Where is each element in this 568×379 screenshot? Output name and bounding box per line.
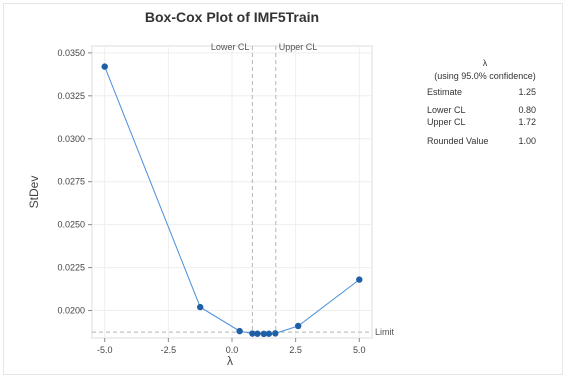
data-point — [101, 63, 108, 70]
data-point — [236, 327, 243, 335]
y-tick-label: 0.0275 — [57, 177, 85, 187]
data-point — [265, 330, 273, 337]
grid-lines — [92, 46, 372, 338]
data-point — [294, 322, 302, 330]
lambda-legend: λ (using 95.0% confidence) Estimate 1.25… — [427, 58, 536, 146]
upper-cl-label: Upper CL — [279, 42, 318, 52]
reference-lines — [92, 46, 372, 338]
lower-cl-label: Lower CL — [211, 42, 250, 52]
data-point — [260, 330, 268, 338]
legend-row-value: 1.25 — [518, 87, 536, 97]
legend-row-label: Upper CL — [427, 117, 466, 127]
y-tick-label: 0.0200 — [57, 306, 85, 316]
legend-subtitle: (using 95.0% confidence) — [434, 71, 536, 81]
y-tick-label: 0.0325 — [57, 91, 85, 101]
x-axis-ticks: -5.0 -2.5 0.0 2.5 5.0 — [97, 338, 366, 355]
legend-row-label: Rounded Value — [427, 136, 488, 146]
limit-label: Limit — [375, 327, 395, 337]
x-axis-title: λ — [227, 354, 233, 368]
data-point — [196, 303, 204, 311]
data-point — [356, 276, 363, 283]
legend-row-value: 0.80 — [518, 105, 536, 115]
y-tick-label: 0.0350 — [57, 48, 85, 58]
data-points — [101, 63, 363, 338]
x-tick-label: -5.0 — [97, 345, 113, 355]
y-tick-label: 0.0250 — [57, 220, 85, 230]
chart-title: Box-Cox Plot of IMF5Train — [145, 9, 319, 25]
legend-row-value: 1.00 — [518, 136, 536, 146]
legend-row-label: Lower CL — [427, 105, 466, 115]
x-tick-label: -2.5 — [161, 345, 177, 355]
legend-symbol: λ — [483, 58, 488, 68]
x-tick-label: 0.0 — [226, 345, 239, 355]
y-tick-label: 0.0300 — [57, 134, 85, 144]
x-tick-label: 2.5 — [289, 345, 302, 355]
y-axis-title: StDev — [27, 176, 41, 209]
legend-row-label: Estimate — [427, 87, 462, 97]
data-point — [249, 330, 256, 337]
y-tick-label: 0.0225 — [57, 263, 85, 273]
x-tick-label: 5.0 — [353, 345, 366, 355]
legend-row-value: 1.72 — [518, 117, 536, 127]
data-point — [272, 330, 279, 337]
y-axis-ticks: 0.0200 0.0225 0.0250 0.0275 0.0300 0.0325 0.03… — [57, 48, 92, 316]
data-point — [254, 330, 261, 337]
